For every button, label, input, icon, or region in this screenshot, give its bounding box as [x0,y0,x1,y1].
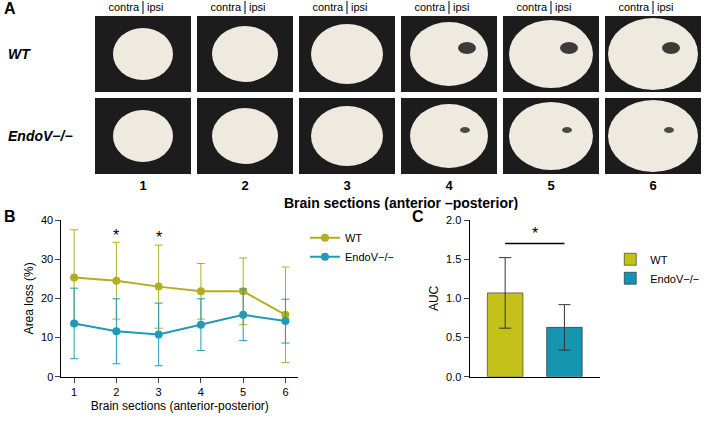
svg-text:WT: WT [8,46,31,62]
svg-text:2: 2 [113,386,119,398]
html-text:A: A [4,0,16,17]
svg-text:1.5: 1.5 [446,253,461,265]
svg-text:*: * [113,227,119,244]
svg-text:Area loss (%): Area loss (%) [22,262,36,334]
svg-text:Brain sections (anterior –post: Brain sections (anterior –posterior) [284,195,518,211]
svg-text:6: 6 [282,386,288,398]
svg-text:2.0: 2.0 [446,214,461,226]
svg-text:*: * [532,225,538,242]
svg-text:ipsi: ipsi [657,1,674,13]
svg-text:5: 5 [547,178,554,193]
svg-text:0.5: 0.5 [446,331,461,343]
svg-text:ipsi: ipsi [249,1,266,13]
svg-text:30: 30 [41,253,53,265]
svg-text:1: 1 [139,178,146,193]
svg-text:0.0: 0.0 [446,371,461,383]
svg-text:contra: contra [210,1,241,13]
svg-text:3: 3 [343,178,350,193]
svg-text:EndoV−/−: EndoV−/− [345,251,394,263]
svg-text:5: 5 [240,386,246,398]
svg-text:WT: WT [345,232,362,244]
svg-text:contra: contra [618,1,649,13]
svg-text:EndoV−/−: EndoV−/− [650,273,699,285]
svg-text:contra: contra [108,1,139,13]
svg-text:contra: contra [312,1,343,13]
svg-text:AUC: AUC [427,285,441,311]
svg-text:WT: WT [650,254,667,266]
svg-text:ipsi: ipsi [453,1,470,13]
svg-text:contra: contra [516,1,547,13]
svg-text:contra: contra [414,1,445,13]
svg-text:ipsi: ipsi [351,1,368,13]
html-text:B: B [4,208,16,225]
svg-text:1: 1 [71,386,77,398]
svg-text:4: 4 [198,386,204,398]
svg-text:0: 0 [47,371,53,383]
svg-text:3: 3 [156,386,162,398]
svg-text:*: * [156,229,162,246]
svg-text:Brain sections (anterior-poste: Brain sections (anterior-posterior) [91,399,269,413]
svg-text:ipsi: ipsi [555,1,572,13]
svg-text:20: 20 [41,292,53,304]
html-text:C: C [412,208,424,225]
svg-text:4: 4 [445,178,453,193]
svg-text:1.0: 1.0 [446,292,461,304]
svg-text:2: 2 [241,178,248,193]
svg-text:10: 10 [41,331,53,343]
svg-text:ipsi: ipsi [147,1,164,13]
svg-text:EndoV−/−: EndoV−/− [8,128,73,144]
svg-text:40: 40 [41,214,53,226]
svg-text:6: 6 [649,178,656,193]
